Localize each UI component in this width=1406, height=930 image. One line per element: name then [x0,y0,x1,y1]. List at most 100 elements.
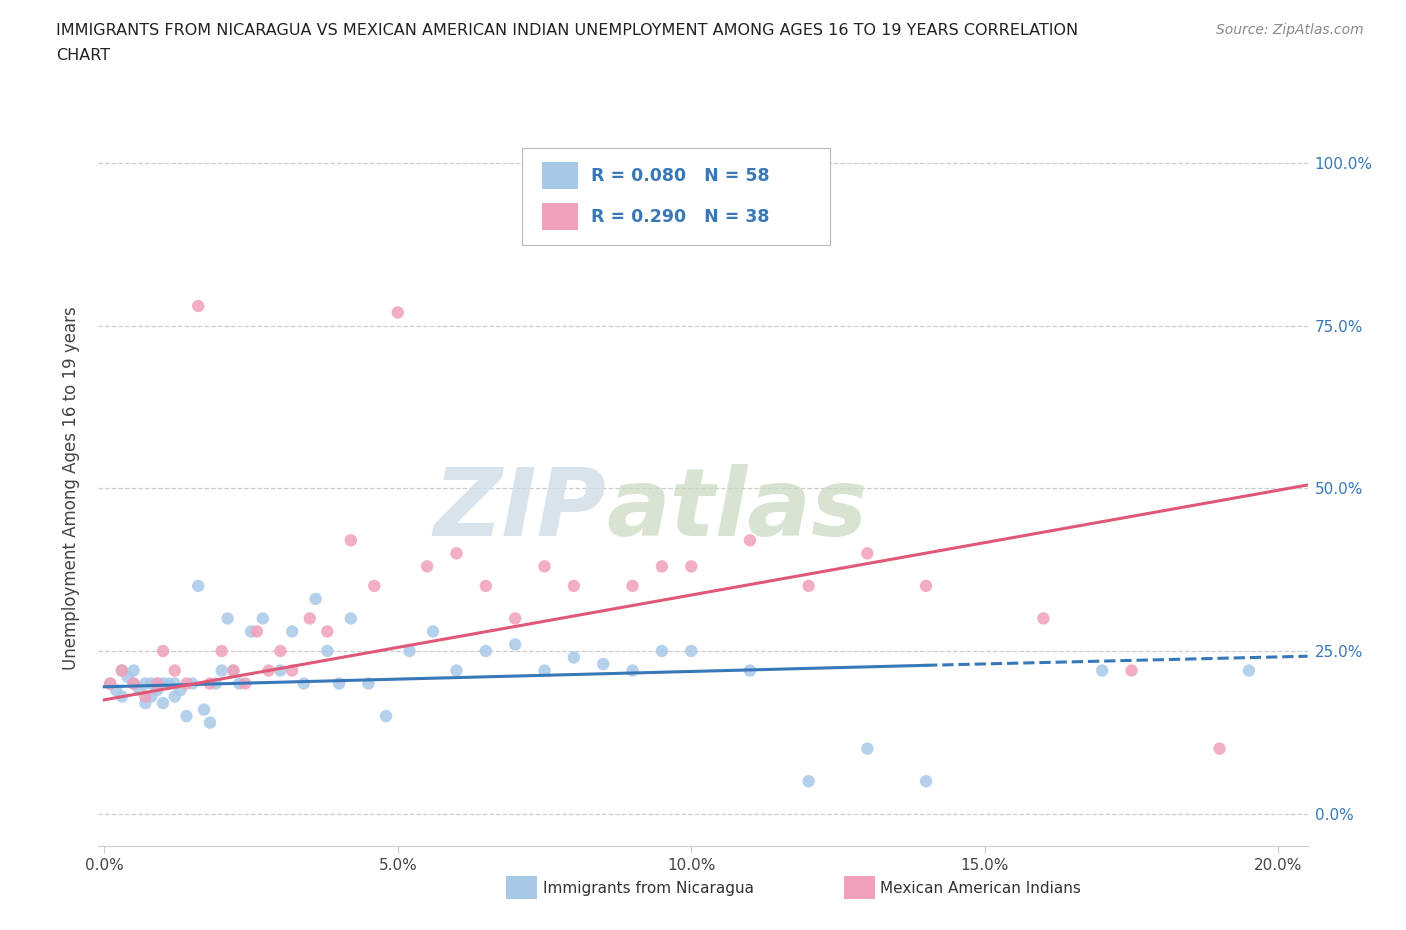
Point [621,578,644,593]
Point [111,663,134,678]
Point [122,663,145,678]
Point [134,676,156,691]
Point [797,774,820,789]
Point [475,578,498,593]
Point [651,559,673,574]
Point [533,559,555,574]
Text: R = 0.080   N = 58: R = 0.080 N = 58 [591,166,769,185]
Point [298,611,321,626]
Point [198,715,221,730]
Point [681,644,703,658]
Point [340,611,363,626]
Point [176,709,198,724]
Point [122,676,145,691]
Text: IMMIGRANTS FROM NICARAGUA VS MEXICAN AMERICAN INDIAN UNEMPLOYMENT AMONG AGES 16 : IMMIGRANTS FROM NICARAGUA VS MEXICAN AME… [56,23,1078,38]
Point [228,676,250,691]
Point [281,624,304,639]
Point [738,533,761,548]
Point [252,611,274,626]
Point [233,676,256,691]
Point [152,696,174,711]
Point [340,533,363,548]
Point [98,676,121,691]
Point [1237,663,1260,678]
Point [562,650,585,665]
Point [122,676,145,691]
Text: R = 0.290   N = 38: R = 0.290 N = 38 [591,207,769,226]
Point [292,676,315,691]
Point [222,663,245,678]
Point [503,611,526,626]
Point [398,644,420,658]
Point [152,676,174,691]
Point [503,637,526,652]
Point [651,644,673,658]
Point [187,299,209,313]
Point [375,709,398,724]
Point [204,676,226,691]
Point [1121,663,1143,678]
Point [146,676,169,691]
Text: ZIP: ZIP [433,464,606,556]
Point [187,578,209,593]
Point [111,663,134,678]
Point [163,676,186,691]
Point [141,676,163,691]
Point [128,683,150,698]
Point [163,689,186,704]
Text: Mexican American Indians: Mexican American Indians [880,881,1081,896]
Point [797,578,820,593]
Point [328,676,350,691]
Point [856,741,879,756]
Point [422,624,444,639]
Point [269,644,291,658]
Point [198,676,221,691]
Point [446,546,468,561]
Point [181,676,204,691]
Point [152,644,174,658]
Point [915,578,938,593]
Point [562,578,585,593]
Point [533,663,555,678]
Point [621,663,644,678]
Point [157,676,180,691]
Y-axis label: Unemployment Among Ages 16 to 19 years: Unemployment Among Ages 16 to 19 years [62,306,80,671]
Point [1032,611,1054,626]
Point [257,663,280,678]
Point [363,578,385,593]
Point [117,670,139,684]
Point [281,663,304,678]
Text: Immigrants from Nicaragua: Immigrants from Nicaragua [543,881,754,896]
Point [163,663,186,678]
Point [856,546,879,561]
Point [211,663,233,678]
Point [146,683,169,698]
Point [222,663,245,678]
Point [416,559,439,574]
FancyBboxPatch shape [522,148,830,245]
Point [246,624,269,639]
Point [134,689,156,704]
Point [357,676,380,691]
Point [211,644,233,658]
Point [1091,663,1114,678]
Point [169,683,191,698]
Point [269,663,291,678]
Point [316,644,339,658]
Point [915,774,938,789]
Text: CHART: CHART [56,48,110,63]
Point [304,591,326,606]
FancyBboxPatch shape [543,162,578,190]
Point [738,663,761,678]
Point [193,702,215,717]
Point [111,689,134,704]
Point [592,657,614,671]
Point [134,696,156,711]
Point [240,624,263,639]
Point [141,689,163,704]
Point [105,683,128,698]
Text: Source: ZipAtlas.com: Source: ZipAtlas.com [1216,23,1364,37]
Point [98,676,121,691]
Point [1208,741,1230,756]
Point [475,644,498,658]
